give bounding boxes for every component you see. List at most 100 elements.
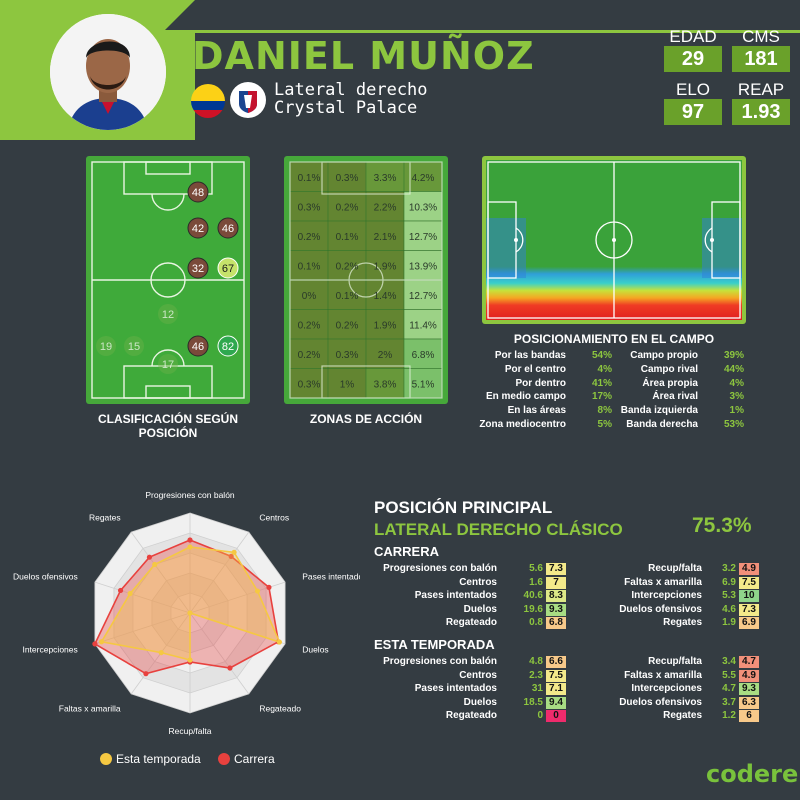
radar-season-point xyxy=(152,561,158,568)
action-zone-value: 3.8% xyxy=(374,379,397,390)
legend-season-label: Esta temporada xyxy=(116,752,201,766)
action-zone-value: 5.1% xyxy=(412,379,435,390)
radar-axis-label: Duelos xyxy=(302,644,328,654)
left-stat-value: 0 xyxy=(537,710,543,722)
left-stat-rating: 9.3 xyxy=(546,603,566,616)
left-stat-label: Regateado xyxy=(445,617,497,629)
position-rating-value: 12 xyxy=(162,309,174,321)
right-stat-value: 6.9 xyxy=(722,576,736,588)
right-stat-rating: 6 xyxy=(739,710,759,723)
heatmap-pitch xyxy=(482,156,746,329)
position-rating-dot xyxy=(217,217,239,239)
action-zone-cell xyxy=(365,220,405,251)
positioning-left-value: 54% xyxy=(591,350,612,361)
position-rating-dot xyxy=(124,336,144,356)
position-rating-dot xyxy=(158,304,178,324)
left-stat-label: Duelos xyxy=(463,603,497,615)
left-stat-value: 1.6 xyxy=(529,576,543,588)
radar-career-point xyxy=(228,553,234,559)
positioning-right-value: 39% xyxy=(723,350,744,361)
radar-season-point xyxy=(254,588,261,594)
action-zone-value: 0.3% xyxy=(298,202,321,213)
right-stat-rating: 6.9 xyxy=(739,617,759,630)
positioning-right-value: 44% xyxy=(723,363,744,375)
radar-season-point xyxy=(127,590,133,597)
radar-season-point xyxy=(187,657,193,663)
position-rating-dot xyxy=(187,181,209,203)
position-rating-value: 17 xyxy=(162,359,174,371)
radar-career-point xyxy=(187,537,193,543)
radar-season-point xyxy=(231,549,237,555)
right-stat-value: 1.2 xyxy=(722,710,736,722)
radar-axis-label: Faltas x amarilla xyxy=(59,703,121,713)
position-rating-value: 48 xyxy=(192,187,204,199)
action-zone-value: 0.1% xyxy=(298,261,321,272)
position-rating-value: 46 xyxy=(192,341,204,353)
radar-chart: Progresiones con balón Centros Pases inten… xyxy=(0,478,367,753)
stat-label-cms: CMS xyxy=(742,27,780,46)
action-zone-value: 6.8% xyxy=(412,350,435,361)
action-zone-value: 2.1% xyxy=(374,232,397,243)
radar-career-point xyxy=(146,554,153,560)
right-stat-label: Duelos ofensivos xyxy=(619,696,702,708)
radar-axis-label: Centros xyxy=(259,513,289,523)
action-zone-cell xyxy=(403,338,443,369)
season-title: ESTA TEMPORADA xyxy=(374,637,495,652)
radar-season-point xyxy=(187,544,193,550)
stat-value-cms: 181 xyxy=(732,46,790,72)
positioning-left-value: 5% xyxy=(597,419,612,430)
right-stat-value: 5.3 xyxy=(722,590,736,602)
right-stat-value: 5.5 xyxy=(722,669,736,681)
main-position-title: POSICIÓN PRINCIPAL xyxy=(374,498,553,517)
position-rating-dot xyxy=(187,217,209,239)
legend-season: Esta temporada xyxy=(100,752,201,766)
action-zone-cell xyxy=(327,220,367,251)
action-zone-value: 0.2% xyxy=(336,320,359,331)
left-stat-label: Pases intentados xyxy=(414,590,497,602)
left-stat-rating: 7 xyxy=(546,576,566,589)
action-zone-value: 2% xyxy=(378,350,393,361)
radar-axis xyxy=(189,612,250,695)
radar-axis-label: Pases intentados xyxy=(302,572,360,582)
action-zone-value: 0.3% xyxy=(336,173,359,184)
action-zone-cell xyxy=(403,250,443,281)
left-stat-value: 5.6 xyxy=(529,563,543,574)
action-zone-cell xyxy=(327,338,367,369)
right-stat-rating: 4.9 xyxy=(739,563,759,575)
action-zone-cell xyxy=(289,250,329,281)
positioning-title: POSICIONAMIENTO EN EL CAMPO xyxy=(513,332,715,346)
radar-career-point xyxy=(266,584,272,590)
action-zone-value: 1% xyxy=(340,379,355,390)
position-rating-dot xyxy=(187,335,209,357)
stat-label-elo: ELO xyxy=(675,80,711,99)
action-zone-value: 0.1% xyxy=(336,232,359,243)
right-stat-rating: 10 xyxy=(739,590,759,603)
right-stat-value: 4.7 xyxy=(722,683,736,695)
legend-career-label: Carrera xyxy=(234,752,275,766)
action-zone-cell xyxy=(289,338,329,369)
action-zones-pitch: 0.1% 0.3% 3.3% 4.2% 0.3% 0.2% 2.2% 10.3% 0.2% 0.1… xyxy=(284,156,448,409)
right-stat-label: Intercepciones xyxy=(631,590,702,602)
positioning-right-label: Área rival xyxy=(652,391,698,403)
position-rating-value: 67 xyxy=(222,263,234,275)
stat-value-reap: 1.93 xyxy=(732,99,790,125)
action-zone-value: 1.4% xyxy=(374,291,397,302)
left-stat-value: 40.6 xyxy=(523,590,543,602)
positioning-right-label: Banda derecha xyxy=(626,419,698,430)
action-zone-cell xyxy=(289,220,329,251)
position-rating-dot xyxy=(217,335,239,357)
right-stat-rating: 7.3 xyxy=(739,603,759,616)
right-stat-rating: 4.9 xyxy=(739,669,759,682)
stat-label-edad: EDAD xyxy=(669,27,717,46)
positioning-left-label: Por las bandas xyxy=(494,350,566,361)
crystal-palace-crest-icon xyxy=(230,82,266,118)
position-rating-value: 42 xyxy=(192,223,204,235)
position-rating-value: 32 xyxy=(192,263,204,275)
right-stat-rating: 4.7 xyxy=(739,656,759,668)
position-rating-value: 46 xyxy=(222,223,234,235)
positioning-left-label: En medio campo xyxy=(485,391,566,403)
action-zone-value: 11.4% xyxy=(409,320,437,331)
position-rating-dot xyxy=(187,257,209,279)
position-rating-value: 15 xyxy=(128,341,140,353)
left-stat-rating: 6.8 xyxy=(546,617,566,630)
